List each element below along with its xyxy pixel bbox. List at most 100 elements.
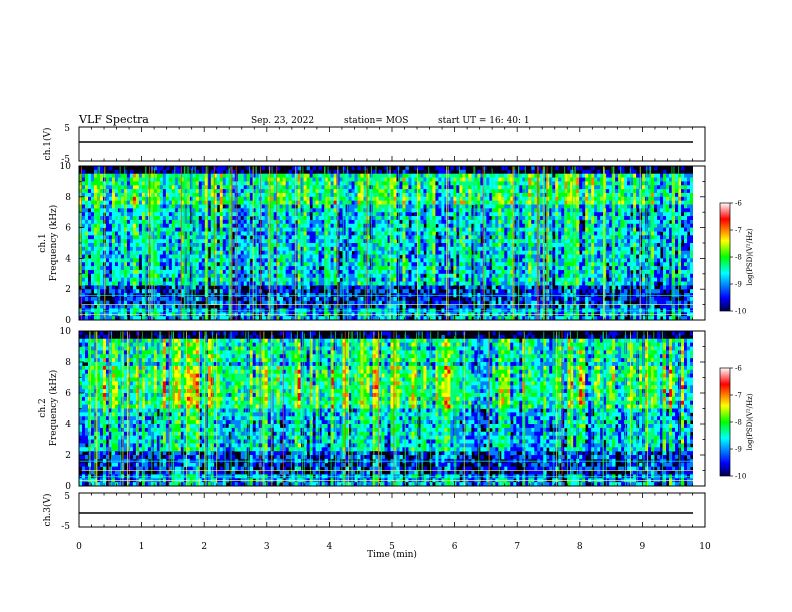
spectrogram-cell [198, 281, 203, 286]
spectrogram-cell [438, 300, 442, 305]
spectrogram-cell [99, 296, 104, 302]
spectrogram-cell [432, 208, 436, 213]
spectrogram-cell [135, 289, 140, 294]
spectrogram-cell [213, 273, 218, 279]
spectrogram-cell [81, 219, 86, 225]
spectrogram-cell [219, 243, 224, 248]
spectrogram-cell [465, 223, 469, 228]
spectrogram-cell [387, 200, 391, 205]
spectrogram-cell [417, 196, 421, 202]
spectrogram-cell [264, 189, 269, 194]
spectrogram-cell [372, 273, 376, 279]
spectrogram-cell [342, 281, 346, 286]
spectrogram-cell [399, 173, 403, 178]
spectrogram-cell [456, 281, 460, 286]
spectrogram-cell [261, 281, 266, 286]
spectrogram-cell [177, 277, 182, 282]
spectrogram-cell [174, 300, 179, 305]
spectrogram-cell [387, 296, 391, 302]
spectrogram-cell [339, 181, 343, 186]
spectrogram-cell [384, 316, 388, 320]
spectrogram-cell [84, 235, 89, 240]
spectrogram-cell [99, 250, 104, 255]
spectrogram-cell [192, 254, 197, 259]
spectrogram-cell [318, 285, 323, 290]
spectrogram-cell [297, 239, 302, 244]
spectrogram-cell [288, 289, 293, 294]
spectrogram-cell [246, 200, 251, 205]
spectrogram-cell [243, 289, 248, 294]
spectrogram-cell [246, 246, 251, 252]
spectrogram-cell [252, 227, 257, 232]
spectrogram-cell [381, 173, 385, 178]
spectrogram-cell [309, 231, 314, 236]
spectrogram-cell [276, 189, 281, 194]
spectrogram-cell [438, 269, 442, 275]
spectrogram-cell [423, 196, 427, 202]
spectrogram-cell [228, 300, 233, 305]
spectrogram-cell [387, 246, 391, 252]
spectrogram-cell [438, 181, 442, 186]
spectrogram-cell [213, 204, 218, 209]
spectrogram-cell [354, 227, 358, 232]
spectrogram-cell [273, 173, 278, 178]
spectrogram-cell [105, 273, 110, 279]
spectrogram-cell [360, 173, 364, 178]
spectrogram-cell [237, 196, 242, 202]
spectrogram-cell [99, 177, 104, 182]
spectrogram-cell [225, 227, 230, 232]
spectrogram-cell [264, 185, 269, 190]
spectrogram-cell [366, 173, 370, 178]
spectrogram-cell [429, 281, 433, 286]
spectrogram-cell [120, 227, 125, 232]
spectrogram-cell [174, 296, 179, 302]
spectrogram-cell [168, 173, 173, 178]
spectrogram-cell [333, 196, 337, 202]
spectrogram-cell [405, 243, 409, 248]
spectrogram-cell [144, 196, 149, 202]
spectrogram-cell [414, 189, 418, 194]
spectrogram-cell [480, 208, 484, 213]
spectrogram-cell [174, 235, 179, 240]
spectrogram-cell [462, 266, 466, 271]
spectrogram-cell [435, 296, 439, 302]
spectrogram-cell [432, 296, 436, 302]
spectrogram-cell [339, 304, 343, 309]
spectrogram-cell [339, 269, 343, 275]
spectrogram-cell [261, 185, 266, 190]
spectrogram-cell [132, 185, 137, 190]
spectrogram-cell [357, 277, 361, 282]
spectrogram-cell [129, 223, 134, 228]
spectrogram-cell [471, 277, 475, 282]
spectrogram-cell [459, 254, 463, 259]
spectrogram-cell [264, 246, 269, 252]
spectrogram-cell [300, 192, 305, 198]
spectrogram-cell [168, 266, 173, 271]
spectrogram-cell [180, 227, 185, 232]
spectrogram-cell [480, 266, 484, 271]
spectrogram-cell [405, 262, 409, 267]
spectrogram-cell [231, 223, 236, 228]
spectrogram-cell [384, 296, 388, 302]
spectrogram-cell [264, 254, 269, 259]
spectrogram-cell [375, 246, 379, 252]
spectrogram-cell [453, 266, 457, 271]
spectrogram-cell [279, 196, 284, 202]
spectrogram-cell [411, 181, 415, 186]
spectrogram-cell [474, 189, 478, 194]
spectrogram-cell [420, 166, 424, 171]
spectrogram-cell [351, 185, 355, 190]
spectrogram-cell [255, 277, 260, 282]
spectrogram-cell [297, 208, 302, 213]
spectrogram-cell [474, 266, 478, 271]
spectrogram-cell [93, 239, 98, 244]
spectrogram-cell [90, 277, 95, 282]
spectrogram-cell [228, 231, 233, 236]
spectrogram-cell [288, 296, 293, 302]
spectrogram-cell [168, 185, 173, 190]
spectrogram-cell [456, 266, 460, 271]
spectrogram-cell [207, 173, 212, 178]
spectrogram-cell [387, 204, 391, 209]
spectrogram-cell [360, 216, 364, 221]
spectrogram-cell [276, 258, 281, 263]
